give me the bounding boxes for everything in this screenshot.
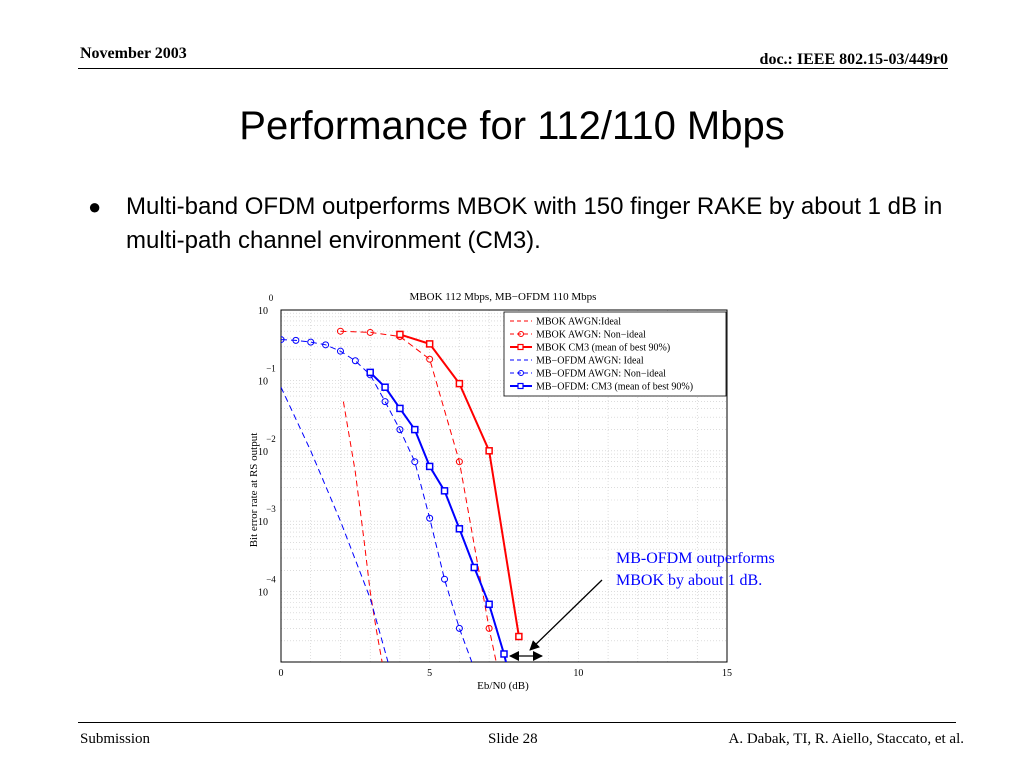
data-point: [425, 462, 434, 471]
x-axis-label: Eb/N0 (dB): [477, 680, 529, 692]
data-point: [381, 398, 389, 406]
x-tick-label: 15: [722, 668, 732, 679]
data-point: [455, 525, 464, 533]
series-line-5: [281, 339, 473, 662]
data-point: [307, 338, 315, 346]
y-tick-label-base: 10: [258, 588, 268, 599]
data-point: [426, 514, 434, 522]
legend-marker: [517, 382, 524, 390]
y-tick-label-exponent: −4: [266, 575, 276, 585]
data-point: [455, 379, 464, 388]
data-point: [441, 575, 449, 583]
x-tick-label: 10: [573, 668, 583, 679]
data-point: [396, 404, 404, 413]
header-rule: [78, 68, 948, 69]
bullet-text: Multi-band OFDM outperforms MBOK with 15…: [126, 193, 943, 254]
data-point: [426, 355, 434, 363]
bullet-item: ● Multi-band OFDM outperforms MBOK with …: [88, 190, 948, 258]
data-point: [485, 447, 493, 455]
legend-label: MB−OFDM: CM3 (mean of best 90%): [536, 382, 693, 393]
series-clip-group: [281, 327, 523, 662]
data-point: [292, 336, 300, 344]
y-tick-label-exponent: 0: [269, 293, 274, 303]
legend-box: [503, 311, 727, 397]
annotation-line-2: MBOK by about 1 dB.: [616, 572, 763, 589]
header-date: November 2003: [80, 45, 187, 62]
header-doc-id: doc.: IEEE 802.15-03/449r0: [759, 51, 948, 68]
plot-frame: [280, 309, 728, 663]
footer-submission: Submission: [80, 731, 151, 747]
y-tick-label-exponent: −3: [266, 504, 276, 514]
legend-marker: [518, 331, 524, 337]
data-point: [455, 624, 463, 632]
footer-slide-number: Slide 28: [488, 731, 538, 747]
data-point: [381, 383, 389, 391]
y-tick-label-base: 10: [258, 376, 268, 387]
data-point: [336, 327, 344, 335]
legend-label: MB−OFDM AWGN: Non−ideal: [536, 369, 666, 380]
y-tick-label-exponent: −1: [266, 363, 276, 373]
legend-label: MBOK AWGN:Ideal: [536, 317, 621, 328]
data-point: [425, 340, 434, 348]
data-point: [500, 650, 508, 658]
series-group: [281, 327, 523, 662]
legend-label: MBOK AWGN: Non−ideal: [536, 330, 646, 341]
series-line-2: [340, 330, 497, 662]
data-point: [281, 336, 285, 344]
data-point: [470, 563, 479, 572]
data-point: [485, 624, 493, 632]
y-tick-label-base: 10: [258, 306, 268, 317]
data-point: [411, 458, 419, 466]
data-point: [515, 632, 523, 641]
legend: MBOK AWGN:Ideal MBOK AWGN: Non−ideal MBOK …: [503, 311, 727, 397]
data-point: [485, 600, 493, 609]
annotation-text: MB-OFDM outperforms MBOK by about 1 dB.: [616, 548, 775, 592]
slide-title: Performance for 112/110 Mbps: [239, 104, 785, 148]
footer-rule: [78, 722, 956, 723]
annotation-arrow: [529, 579, 603, 651]
chart-title: MBOK 112 Mbps, MB−OFDM 110 Mbps: [410, 291, 597, 303]
data-point: [322, 341, 330, 349]
legend-label: MBOK CM3 (mean of best 90%): [536, 343, 670, 354]
y-tick-label-base: 10: [258, 447, 268, 458]
series-line-6: [369, 371, 508, 662]
data-point: [351, 357, 359, 365]
legend-marker: [517, 343, 524, 351]
series-line-1: [342, 401, 383, 662]
data-point: [440, 487, 449, 495]
y-axis-label: Bit error rate at RS output: [248, 433, 260, 548]
y-tick-label-base: 10: [258, 517, 268, 528]
data-point: [455, 458, 463, 466]
data-point: [366, 328, 374, 336]
bullet-dot-icon: ●: [88, 194, 102, 219]
data-point: [396, 330, 404, 339]
legend-label: MB−OFDM AWGN: Ideal: [536, 356, 644, 367]
y-tick-label-exponent: −2: [266, 434, 276, 444]
data-point: [411, 425, 419, 434]
footer-authors: A. Dabak, TI, R. Aiello, Staccato, et al…: [728, 731, 965, 747]
x-tick-label: 5: [427, 668, 432, 679]
legend-marker: [518, 370, 524, 376]
data-point: [396, 426, 404, 434]
data-point: [366, 368, 374, 377]
data-point: [336, 347, 344, 355]
annotation-line-1: MB-OFDM outperforms: [616, 550, 775, 567]
x-tick-label: 0: [279, 668, 284, 679]
